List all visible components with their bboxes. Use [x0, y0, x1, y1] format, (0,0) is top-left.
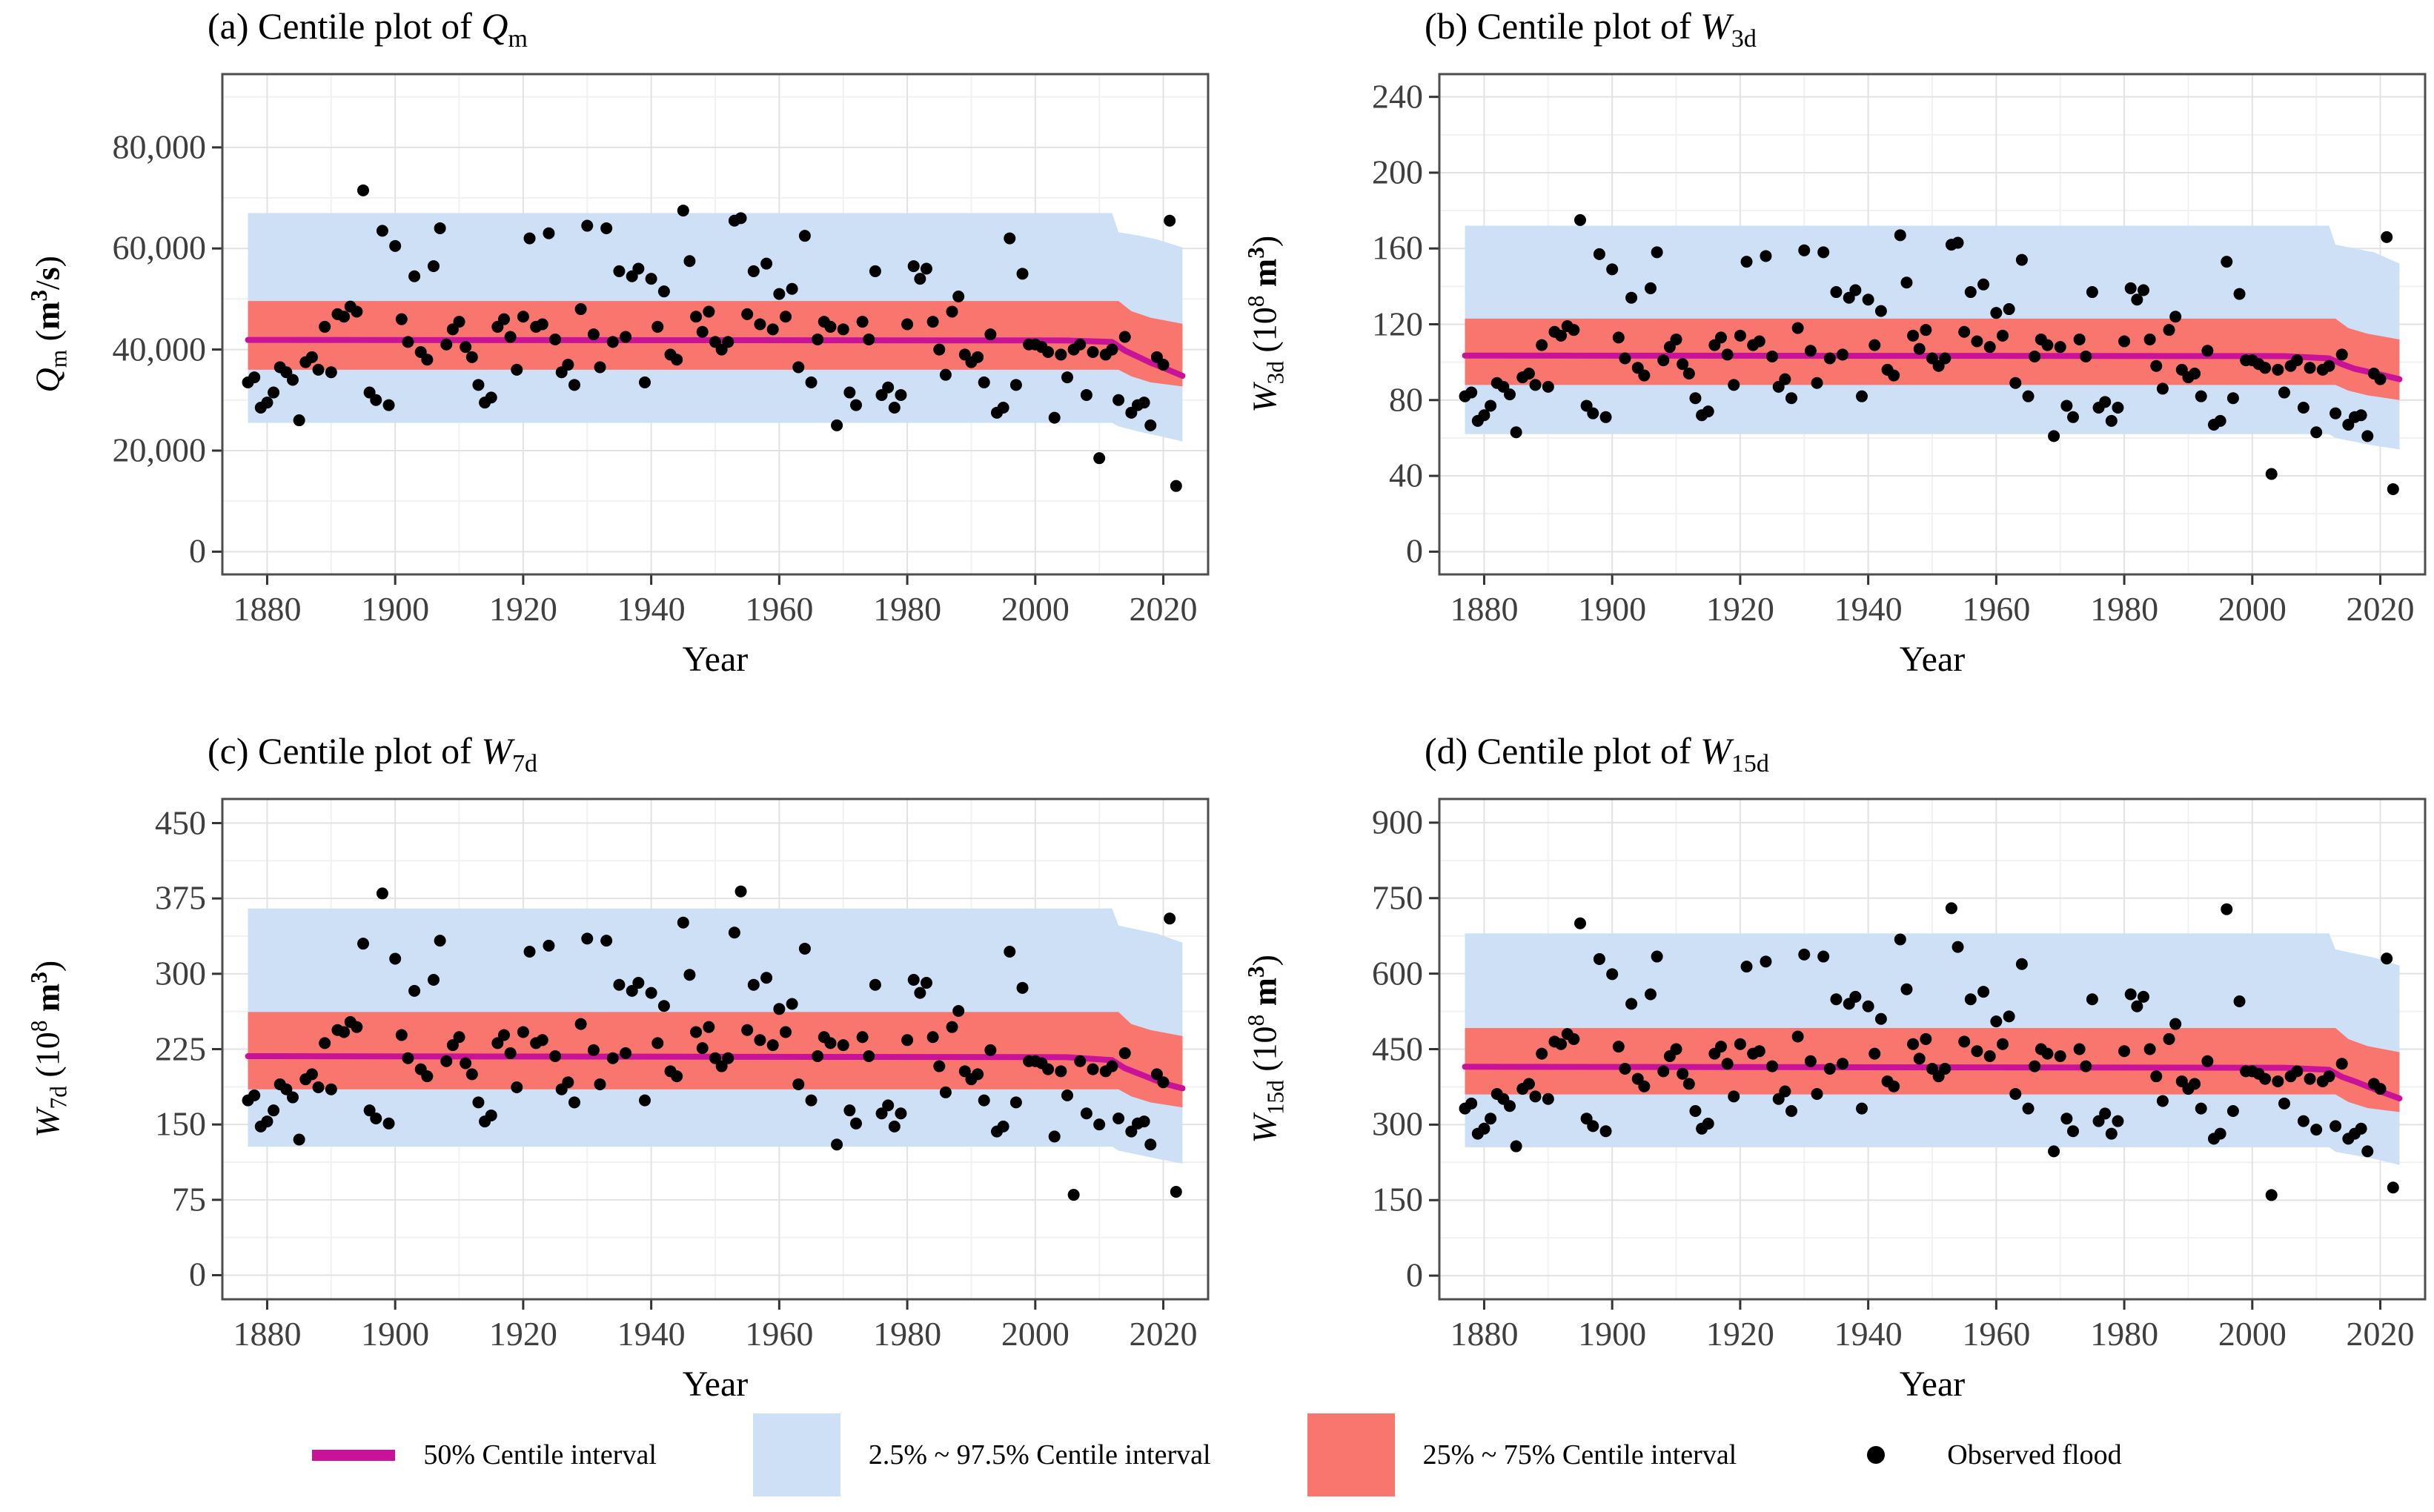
x-tick-label: 1920	[488, 590, 557, 628]
median-line-swatch-icon	[312, 1449, 396, 1461]
x-tick-label: 1920	[1705, 1315, 1774, 1353]
legend-item-median: 50% Centile interval	[312, 1439, 657, 1471]
plot-area-b	[1429, 73, 2427, 585]
panel-c: (c) Centile plot of W7d W7d (108 m3) 0 75…	[7, 725, 1217, 1448]
x-tick-label: 1940	[617, 1315, 686, 1353]
legend: 50% Centile interval 2.5% ~ 97.5% Centil…	[0, 1407, 2434, 1503]
x-tick-label: 1980	[873, 1315, 942, 1353]
x-tick-label: 1980	[2090, 1315, 2159, 1353]
x-tick-label: 1960	[1962, 1315, 2031, 1353]
plot-area-d	[1429, 798, 2427, 1310]
x-axis-label-c: Year	[682, 1365, 749, 1404]
legend-label-median: 50% Centile interval	[423, 1439, 657, 1470]
blue-band-swatch-icon	[752, 1413, 840, 1496]
panel-title-c: (c) Centile plot of W7d	[208, 730, 537, 777]
x-tick-label: 1900	[361, 1315, 430, 1353]
x-tick-label: 1900	[361, 590, 430, 628]
panel-a: (a) Centile plot of Qm Qm (m3/s) 0 20,000…	[7, 0, 1217, 723]
x-tick-label: 2020	[2346, 590, 2415, 628]
legend-item-observed: Observed flood	[1833, 1439, 2122, 1471]
x-tick-label: 1960	[745, 1315, 814, 1353]
legend-item-outer-band: 2.5% ~ 97.5% Centile interval	[752, 1413, 1211, 1496]
legend-label-inner-band: 25% ~ 75% Centile interval	[1422, 1439, 1737, 1470]
legend-label-observed: Observed flood	[1947, 1439, 2122, 1470]
panel-b: (b) Centile plot of W3d W3d (108 m3) 0 40…	[1224, 0, 2434, 723]
x-tick-label: 1980	[873, 590, 942, 628]
panel-title-b: (b) Centile plot of W3d	[1425, 5, 1757, 53]
x-tick-label: 1940	[1834, 590, 1903, 628]
panel-title-a: (a) Centile plot of Qm	[208, 5, 528, 53]
panel-title-d: (d) Centile plot of W15d	[1425, 730, 1769, 777]
y-axis-label-b: W3d (108 m3)	[1242, 236, 1289, 413]
x-tick-label: 1940	[617, 590, 686, 628]
legend-label-outer-band: 2.5% ~ 97.5% Centile interval	[868, 1439, 1211, 1470]
x-tick-label: 1920	[488, 1315, 557, 1353]
x-tick-label: 1880	[1450, 1315, 1519, 1353]
y-axis-label-c: W7d (108 m3)	[25, 961, 72, 1138]
x-tick-label: 2000	[1001, 590, 1070, 628]
plot-area-a	[212, 73, 1210, 585]
x-tick-label: 1880	[233, 1315, 302, 1353]
x-tick-label: 1920	[1705, 590, 1774, 628]
x-tick-label: 2000	[1001, 1315, 1070, 1353]
x-tick-label: 1900	[1578, 590, 1647, 628]
observed-dot-swatch-icon	[1867, 1446, 1886, 1464]
x-axis-label-a: Year	[682, 640, 749, 679]
panel-d: (d) Centile plot of W15d W15d (108 m3) 0…	[1224, 725, 2434, 1448]
x-tick-label: 2020	[1129, 1315, 1198, 1353]
x-tick-label: 1960	[745, 590, 814, 628]
plot-area-c	[212, 798, 1210, 1310]
x-tick-label: 1880	[233, 590, 302, 628]
red-band-swatch-icon	[1307, 1413, 1395, 1496]
legend-item-inner-band: 25% ~ 75% Centile interval	[1307, 1413, 1737, 1496]
x-tick-label: 2000	[2218, 1315, 2287, 1353]
x-tick-label: 1960	[1962, 590, 2031, 628]
x-tick-label: 2020	[2346, 1315, 2415, 1353]
x-axis-label-d: Year	[1899, 1365, 1966, 1404]
x-tick-label: 2020	[1129, 590, 1198, 628]
x-tick-label: 1900	[1578, 1315, 1647, 1353]
x-axis-label-b: Year	[1899, 640, 1966, 679]
y-axis-label-d: W15d (108 m3)	[1242, 955, 1289, 1144]
y-axis-label-a: Qm (m3/s)	[25, 256, 72, 393]
x-tick-label: 1880	[1450, 590, 1519, 628]
x-tick-label: 1940	[1834, 1315, 1903, 1353]
x-tick-label: 1980	[2090, 590, 2159, 628]
x-tick-label: 2000	[2218, 590, 2287, 628]
